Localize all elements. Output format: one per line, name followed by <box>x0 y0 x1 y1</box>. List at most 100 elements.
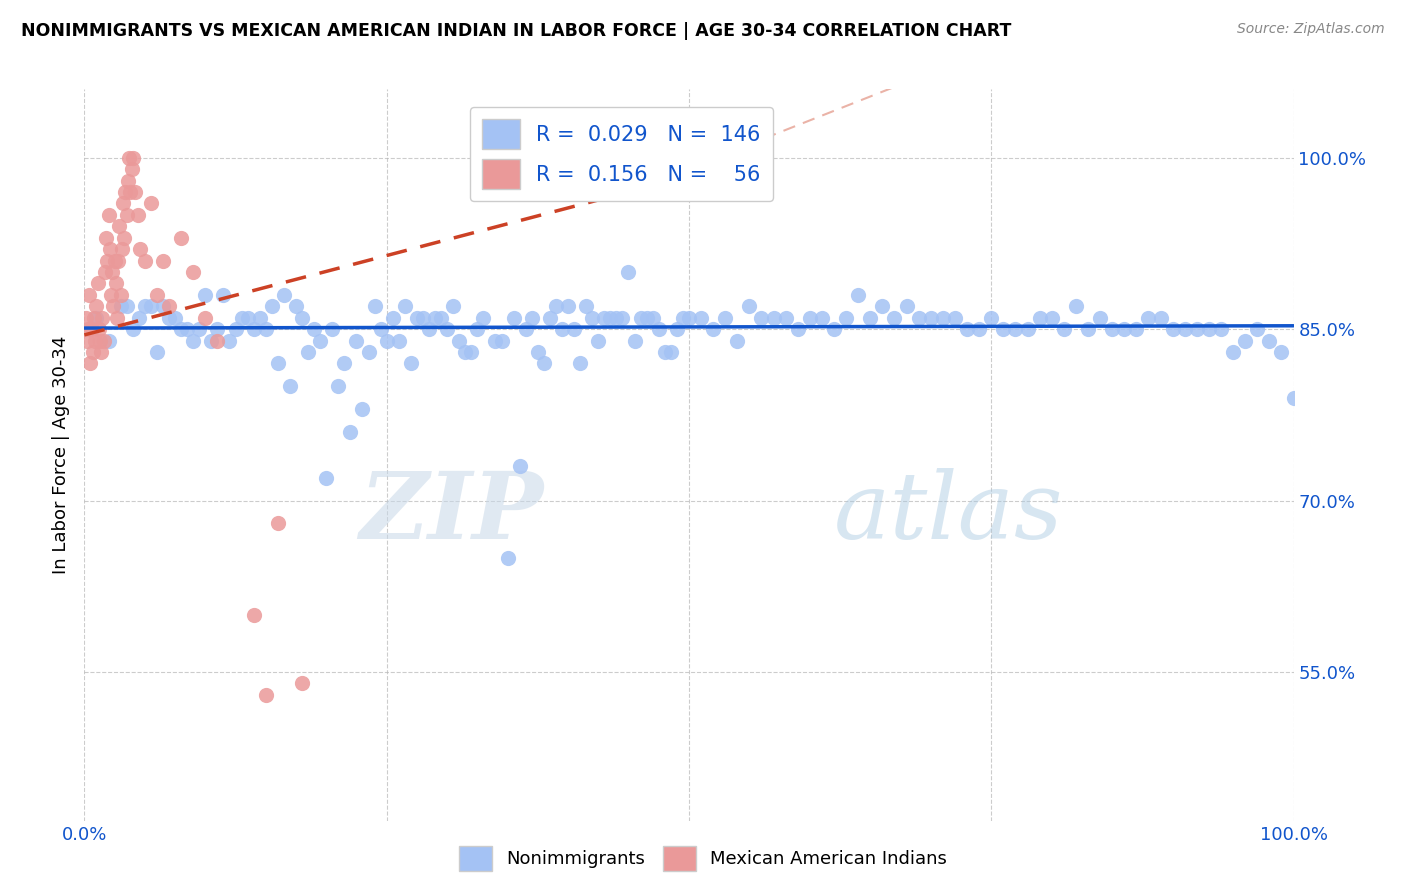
Point <box>157 310 180 325</box>
Point <box>114 185 136 199</box>
Point <box>980 310 1002 325</box>
Point <box>97 208 120 222</box>
Point <box>678 310 700 325</box>
Point <box>575 299 598 313</box>
Point <box>170 231 193 245</box>
Point <box>672 310 695 325</box>
Point <box>120 185 142 199</box>
Point <box>1246 322 1268 336</box>
Point <box>105 310 128 325</box>
Point <box>460 345 482 359</box>
Point <box>207 334 229 348</box>
Point <box>496 550 519 565</box>
Point <box>406 310 429 325</box>
Point <box>1258 334 1281 348</box>
Point <box>551 322 574 336</box>
Point <box>86 310 108 325</box>
Point <box>86 299 108 313</box>
Point <box>87 322 110 336</box>
Point <box>1185 322 1208 336</box>
Point <box>557 299 579 313</box>
Point <box>1077 322 1099 336</box>
Point <box>1209 322 1232 336</box>
Point <box>1101 322 1123 336</box>
Point <box>363 299 385 313</box>
Point <box>775 310 797 325</box>
Point <box>569 356 592 371</box>
Point <box>200 334 222 348</box>
Point <box>139 299 162 313</box>
Point <box>690 310 713 325</box>
Point <box>94 265 117 279</box>
Point <box>83 310 105 325</box>
Point <box>1088 310 1111 325</box>
Y-axis label: In Labor Force | Age 30-34: In Labor Force | Age 30-34 <box>52 335 70 574</box>
Point <box>231 310 253 325</box>
Point <box>1064 299 1087 313</box>
Point <box>872 299 894 313</box>
Point <box>75 310 97 325</box>
Point <box>599 310 621 325</box>
Point <box>267 516 290 531</box>
Text: ZIP: ZIP <box>360 468 544 558</box>
Point <box>225 322 247 336</box>
Point <box>593 310 616 325</box>
Point <box>98 242 121 256</box>
Point <box>176 322 198 336</box>
Point <box>581 310 603 325</box>
Point <box>762 310 785 325</box>
Point <box>484 334 506 348</box>
Point <box>84 334 107 348</box>
Point <box>112 196 135 211</box>
Point <box>100 288 122 302</box>
Point <box>333 356 356 371</box>
Point <box>152 299 174 313</box>
Point <box>835 310 858 325</box>
Point <box>533 356 555 371</box>
Point <box>799 310 821 325</box>
Point <box>1028 310 1050 325</box>
Point <box>1234 334 1257 348</box>
Point <box>328 379 350 393</box>
Point <box>76 334 98 348</box>
Point <box>104 253 127 268</box>
Point <box>118 151 141 165</box>
Point <box>920 310 942 325</box>
Point <box>352 402 374 417</box>
Point <box>128 310 150 325</box>
Point <box>77 322 100 336</box>
Point <box>291 310 314 325</box>
Point <box>134 299 156 313</box>
Point <box>605 310 627 325</box>
Point <box>786 322 808 336</box>
Point <box>108 219 131 234</box>
Point <box>321 322 343 336</box>
Point <box>823 322 845 336</box>
Point <box>207 322 229 336</box>
Point <box>90 345 112 359</box>
Point <box>859 310 882 325</box>
Point <box>309 334 332 348</box>
Point <box>1198 322 1220 336</box>
Point <box>647 322 671 336</box>
Point <box>811 310 834 325</box>
Point <box>738 299 761 313</box>
Point <box>418 322 440 336</box>
Point <box>846 288 869 302</box>
Point <box>115 208 138 222</box>
Point <box>943 310 966 325</box>
Point <box>121 151 143 165</box>
Point <box>520 310 543 325</box>
Point <box>110 299 132 313</box>
Point <box>956 322 979 336</box>
Point <box>665 322 688 336</box>
Point <box>302 322 325 336</box>
Point <box>381 310 404 325</box>
Point <box>1017 322 1039 336</box>
Text: NONIMMIGRANTS VS MEXICAN AMERICAN INDIAN IN LABOR FORCE | AGE 30-34 CORRELATION : NONIMMIGRANTS VS MEXICAN AMERICAN INDIAN… <box>21 22 1011 40</box>
Point <box>896 299 918 313</box>
Point <box>1137 310 1160 325</box>
Point <box>436 322 458 336</box>
Point <box>93 334 115 348</box>
Point <box>104 277 127 291</box>
